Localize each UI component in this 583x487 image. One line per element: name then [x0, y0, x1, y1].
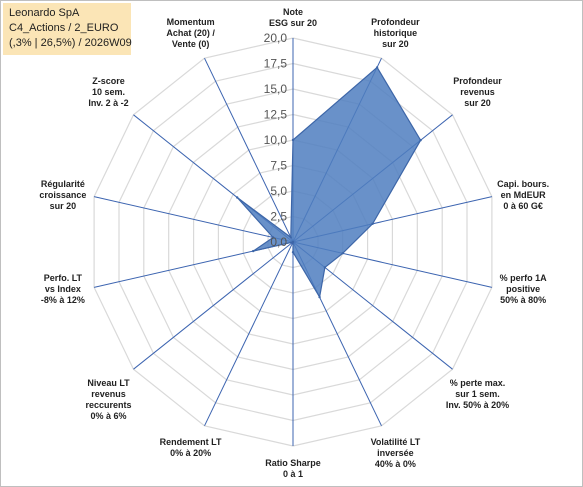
tick-label: 10,0 [264, 133, 288, 147]
data-point [419, 139, 422, 142]
radar-tick-labels: 0,0 2,5 5,0 7,5 10,0 12,5 15,0 17,5 20,0 [264, 31, 288, 249]
axis-label-line: 50% à 80% [500, 295, 546, 305]
axis-label-line: 0% à 20% [170, 448, 211, 458]
axis-label-line: Perfo. LT [44, 273, 83, 283]
data-point [271, 236, 275, 239]
axis-label-line: 0 à 1 [283, 469, 303, 479]
axis-label-line: 10 sem. [92, 87, 125, 97]
axis-spoke [93, 196, 294, 243]
axis-label-line: Capi. bours. [497, 179, 549, 189]
tick-label: 0,0 [270, 235, 287, 249]
tick-label: 5,0 [270, 184, 287, 198]
portfolio-name: C4_Actions / 2_EURO [9, 22, 119, 34]
axis-label: Volatilité LT inversée 40% à 0% [371, 437, 421, 469]
axis-label-line: Note [283, 7, 303, 17]
data-point [252, 249, 255, 253]
axis-label-line: Inv. 2 à -2 [88, 98, 128, 108]
axis-label: Rendement LT 0% à 20% [160, 437, 222, 458]
data-point [289, 236, 292, 239]
data-point [375, 66, 379, 69]
axis-label-line: sur 1 sem. [455, 389, 500, 399]
data-point [236, 196, 239, 199]
axis-label: Momentum Achat (20) / Vente (0) [166, 17, 215, 49]
data-point [323, 266, 327, 269]
axis-label-line: 40% à 0% [375, 459, 416, 469]
series-area [236, 66, 422, 299]
data-point [291, 251, 295, 254]
axis-label-line: Volatilité LT [371, 437, 421, 447]
axis-label-line: historique [374, 28, 418, 38]
axis-spoke [204, 241, 294, 427]
data-point [371, 222, 374, 225]
axis-label-line: ESG sur 20 [269, 18, 317, 28]
axis-label-line: reccurents [85, 400, 131, 410]
axis-label-line: Régularité [41, 179, 85, 189]
axis-label-line: croissance [39, 190, 86, 200]
axis-label-line: Achat (20) / [166, 28, 215, 38]
axis-label: Régularité croissance sur 20 [39, 179, 86, 211]
axis-label-line: Rendement LT [160, 437, 222, 447]
axis-label: Profondeur revenus sur 20 [453, 76, 502, 108]
data-point [318, 295, 321, 299]
axis-label-line: sur 20 [50, 201, 77, 211]
axis-label-line: 0% à 6% [90, 411, 126, 421]
tick-label: 2,5 [270, 210, 287, 224]
axis-label: Perfo. LT vs Index -8% à 12% [41, 273, 85, 305]
axis-label: Capi. bours. en MdEUR 0 à 60 G€ [497, 179, 549, 211]
axis-label-line: 0 à 60 G€ [503, 201, 543, 211]
axis-label: Niveau LT revenus reccurents 0% à 6% [85, 378, 131, 421]
axis-spoke [204, 57, 294, 243]
axis-label-line: inversée [377, 448, 414, 458]
axis-label-line: revenus [91, 389, 126, 399]
axis-label: Note ESG sur 20 [269, 7, 317, 28]
axis-label-line: % perfo 1A [500, 273, 548, 283]
data-point [291, 138, 295, 142]
axis-label-line: sur 20 [464, 98, 491, 108]
axis-label-line: Inv. 50% à 20% [446, 400, 509, 410]
axis-label: Z-score 10 sem. Inv. 2 à -2 [88, 76, 128, 108]
company-name: Leonardo SpA [9, 7, 80, 19]
axis-label: % perte max. sur 1 sem. Inv. 50% à 20% [446, 378, 509, 410]
data-point [291, 240, 295, 244]
axis-label-line: Ratio Sharpe [265, 458, 321, 468]
radar-axis-labels: Note ESG sur 20 Profondeur historique sur 20… [39, 7, 549, 479]
axis-label: % perfo 1A positive 50% à 80% [500, 273, 548, 305]
axis-label-line: -8% à 12% [41, 295, 85, 305]
axis-label-line: Vente (0) [172, 39, 210, 49]
axis-label-line: Profondeur [371, 17, 420, 27]
axis-label-line: en MdEUR [501, 190, 547, 200]
tick-label: 12,5 [264, 108, 288, 122]
axis-label-line: vs Index [45, 284, 81, 294]
axis-label: Ratio Sharpe 0 à 1 [265, 458, 321, 479]
radar-series [236, 66, 422, 299]
axis-label-line: Profondeur [453, 76, 502, 86]
axis-label: Profondeur historique sur 20 [371, 17, 420, 49]
tick-label: 20,0 [264, 31, 288, 45]
tick-label: 17,5 [264, 57, 288, 71]
axis-label-line: revenus [460, 87, 495, 97]
tick-label: 15,0 [264, 82, 288, 96]
title-box: Leonardo SpA C4_Actions / 2_EURO (,3% | … [3, 3, 132, 55]
axis-label-line: sur 20 [382, 39, 409, 49]
axis-label-line: % perte max. [450, 378, 506, 388]
axis-label-line: Momentum [167, 17, 215, 27]
axis-label-line: positive [506, 284, 540, 294]
axis-label-line: Z-score [92, 76, 125, 86]
axis-label-line: Niveau LT [87, 378, 130, 388]
tick-label: 7,5 [270, 159, 287, 173]
data-point [341, 252, 344, 255]
axis-spoke [133, 241, 294, 370]
period-info: (,3% | 26,5%) / 2026W09 [9, 37, 132, 49]
